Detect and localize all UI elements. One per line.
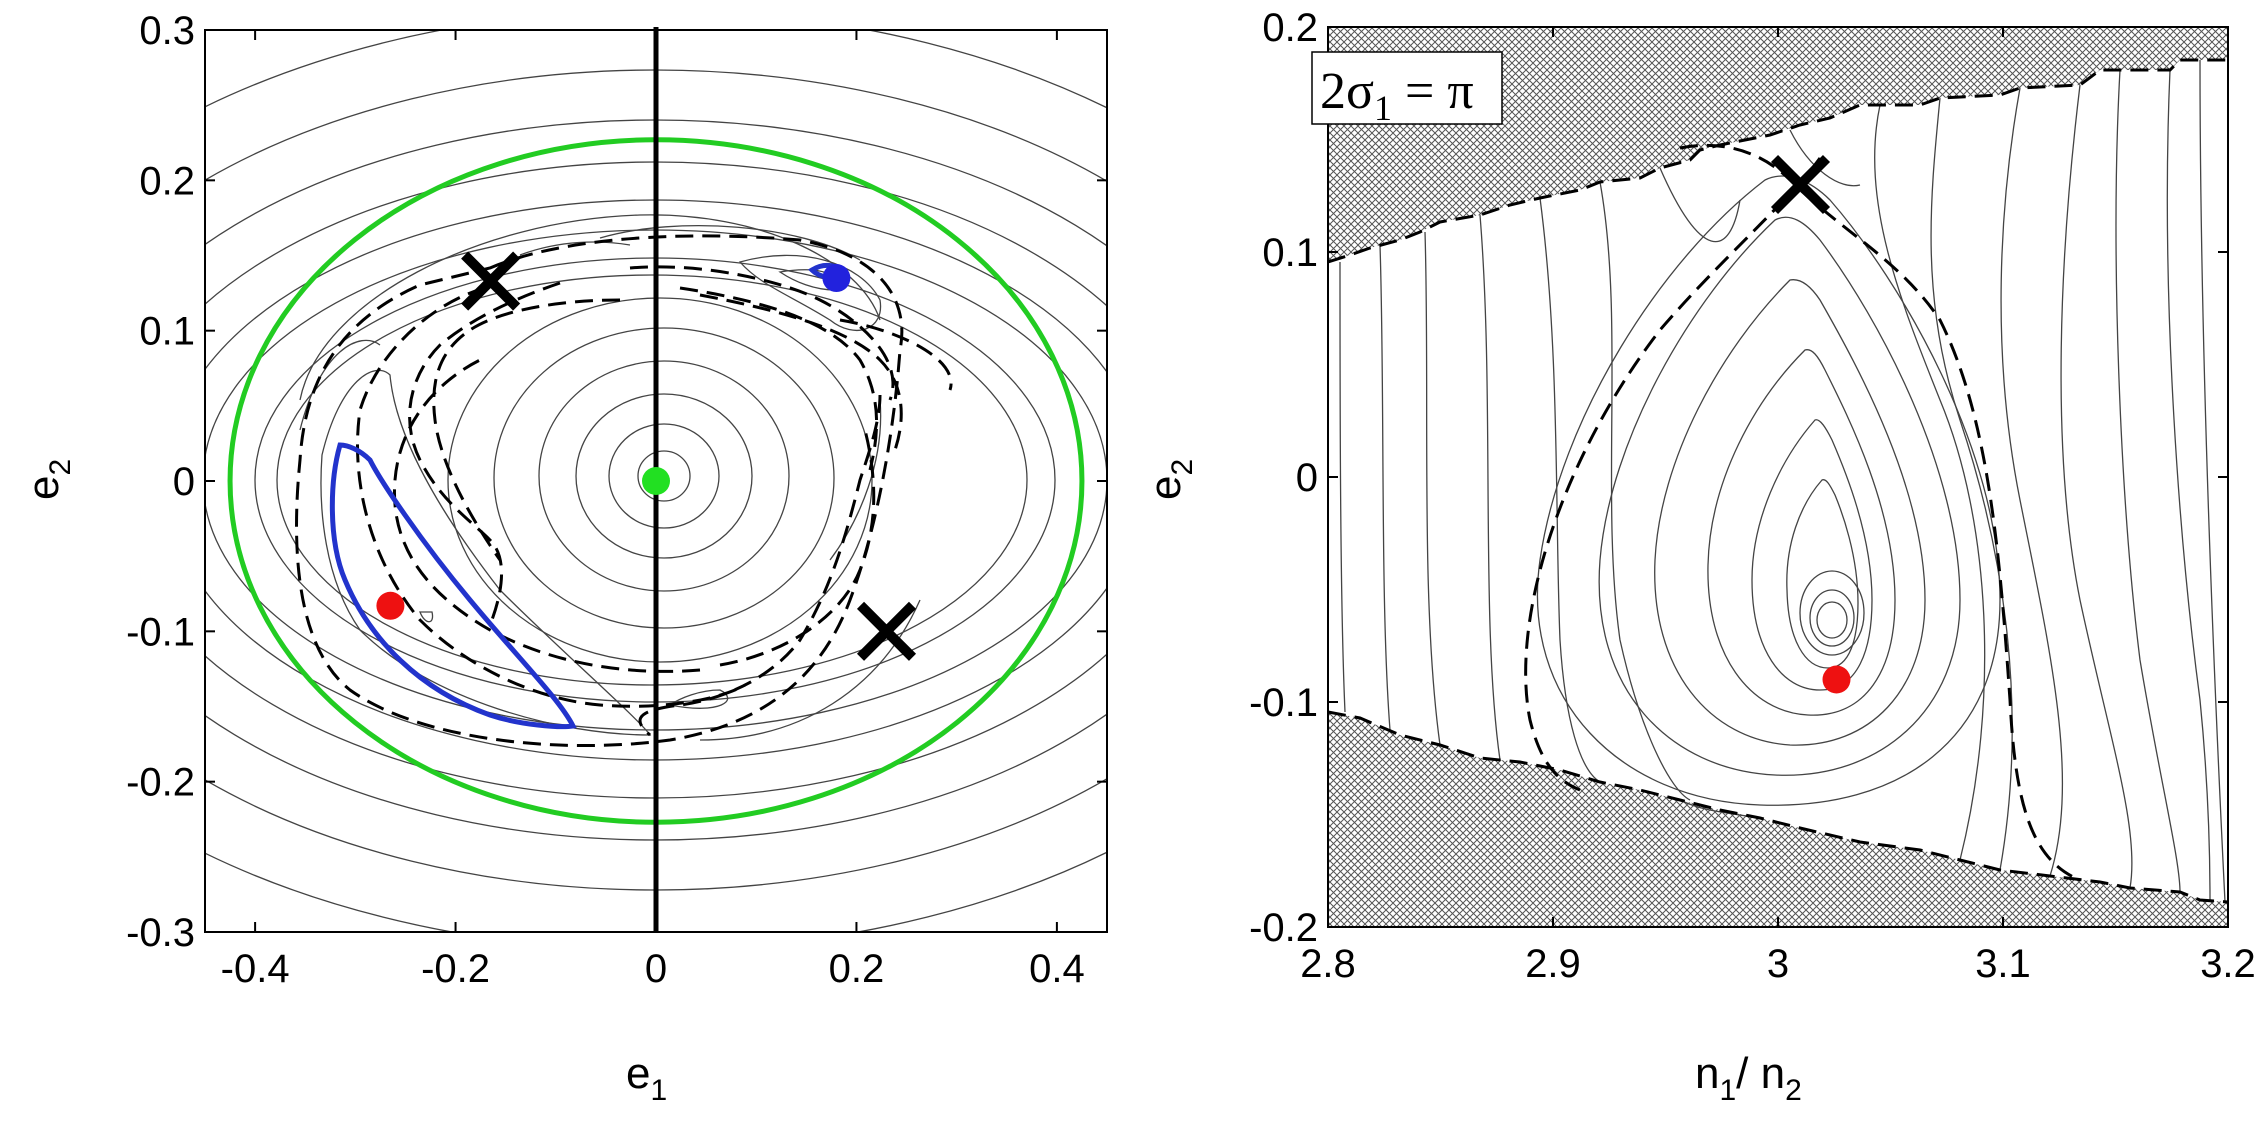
left-contours <box>205 30 1107 932</box>
left-ytick-label: 0 <box>173 460 195 504</box>
left-point-0 <box>642 467 670 495</box>
hatched-region-top <box>1328 27 2228 262</box>
right-separatrix <box>1328 58 2228 904</box>
right-ytick-label: 0.1 <box>1262 231 1318 275</box>
left-x-marker-3 <box>461 251 521 311</box>
blue-contour <box>329 442 577 730</box>
right-ytick-label: -0.2 <box>1249 906 1318 950</box>
left-points <box>376 251 917 661</box>
hatched-region-bottom <box>1328 712 2228 927</box>
left-ylabel: e2 <box>19 459 77 500</box>
left-xtick-label: 0.2 <box>829 947 885 991</box>
left-ytick-label: 0.2 <box>139 159 195 203</box>
left-xtick-label: -0.2 <box>421 947 490 991</box>
left-ytick-label: -0.3 <box>126 911 195 955</box>
right-point-0 <box>1822 665 1851 694</box>
left-point-1 <box>822 264 851 293</box>
left-ytick-label: -0.2 <box>126 761 195 805</box>
right-ticks: 2.8 2.9 3 3.1 3.2 -0.2 -0.1 0 0.1 0.2 <box>1249 6 2256 986</box>
left-panel: -0.4 -0.2 0 0.2 0.4 -0.3 -0.2 -0.1 0 0.1 0.2 0.3 e1… <box>19 9 1108 1107</box>
right-xtick-label: 3.1 <box>1975 942 2031 986</box>
right-ytick-label: 0.2 <box>1262 6 1318 50</box>
right-ytick-label: -0.1 <box>1249 681 1318 725</box>
left-ytick-label: 0.1 <box>139 310 195 354</box>
right-xtick-label: 2.9 <box>1525 942 1581 986</box>
left-xtick-label: 0 <box>645 947 667 991</box>
right-points <box>1770 154 1851 694</box>
left-xtick-label: 0.4 <box>1029 947 1085 991</box>
left-ticks: -0.4 -0.2 0 0.2 0.4 -0.3 -0.2 -0.1 0 0.1 0.2 0.3 <box>126 9 1107 991</box>
right-xtick-label: 2.8 <box>1300 942 1356 986</box>
right-panel: 2.8 2.9 3 3.1 3.2 -0.2 -0.1 0 0.1 0.2 2σ1 = π n1/… <box>1141 6 2256 1107</box>
annotation-text: 2σ1 = π <box>1320 63 1474 128</box>
right-xtick-label: 3 <box>1767 942 1789 986</box>
left-ytick-label: -0.1 <box>126 610 195 654</box>
right-ytick-label: 0 <box>1296 456 1318 500</box>
left-ytick-label: 0.3 <box>139 9 195 53</box>
annotation-box <box>1311 51 1503 125</box>
left-separatrix <box>295 234 953 748</box>
right-ylabel: e2 <box>1141 459 1199 500</box>
right-x-marker-1 <box>1770 154 1831 215</box>
right-xtick-label: 3.2 <box>2200 942 2256 986</box>
left-point-2 <box>376 591 405 620</box>
right-rings <box>1536 175 2001 806</box>
left-xlabel: e1 <box>626 1049 667 1107</box>
left-x-marker-4 <box>856 601 917 661</box>
right-xlabel: n1/ n2 <box>1695 1049 1802 1107</box>
left-xtick-label: -0.4 <box>221 947 290 991</box>
